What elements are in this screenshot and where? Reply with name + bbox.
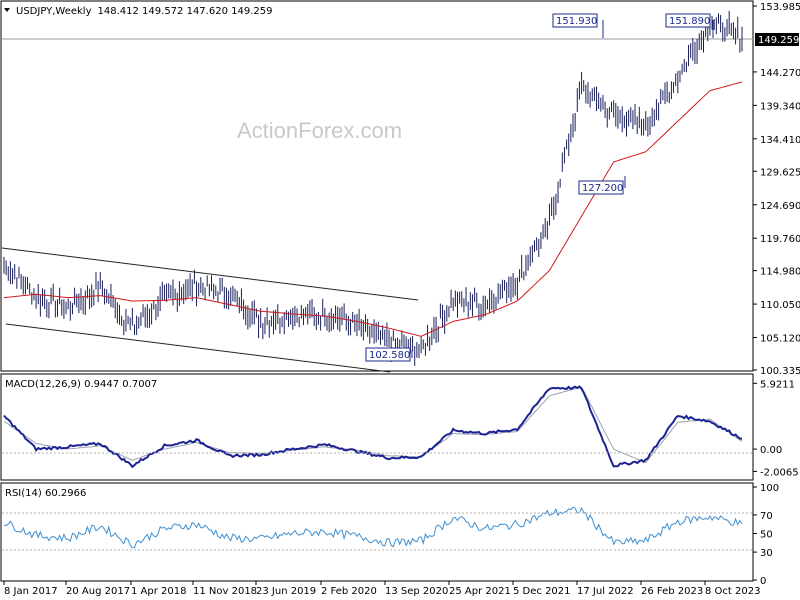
callout-102580: 102.580 bbox=[365, 347, 413, 362]
rsi-line bbox=[3, 506, 743, 549]
rsi-y-tick-label: 70 bbox=[760, 511, 773, 522]
chart-title: USDJPY,Weekly 148.412 149.572 147.620 149… bbox=[16, 6, 272, 17]
rsi-panel-frame bbox=[0, 482, 754, 582]
price-y-tick-label: 139.340 bbox=[760, 101, 800, 112]
x-tick-label: 2 Feb 2020 bbox=[321, 586, 377, 597]
macd-panel-frame bbox=[0, 373, 754, 481]
x-axis: 8 Jan 2017 20 Aug 2017 1 Apr 2018 11 Nov 20… bbox=[3, 581, 760, 597]
price-y-tick-label: 119.760 bbox=[760, 234, 800, 245]
ohlc-label: 148.412 149.572 147.620 149.259 bbox=[98, 6, 273, 17]
x-tick-label: 8 Oct 2023 bbox=[705, 586, 760, 597]
price-series bbox=[3, 10, 743, 366]
price-y-tick-label: 114.980 bbox=[760, 267, 800, 278]
rsi-y-tick-label: 50 bbox=[760, 530, 773, 541]
x-tick-label: 1 Apr 2018 bbox=[131, 586, 186, 597]
price-y-tick-label: 124.690 bbox=[760, 201, 800, 212]
callout-151930: 151.930 bbox=[552, 13, 604, 38]
x-tick-label: 17 Jul 2022 bbox=[577, 586, 634, 597]
callout-151890: 151.890 bbox=[665, 13, 714, 38]
price-y-axis: 100.335 105.120 110.050 114.980 119.760 124.6… bbox=[753, 2, 800, 377]
x-tick-label: 25 Apr 2021 bbox=[449, 586, 511, 597]
rsi-y-axis: 100 70 50 30 0 bbox=[753, 483, 779, 587]
rsi-y-tick-label: 0 bbox=[760, 576, 766, 587]
callout-102580-text: 102.580 bbox=[369, 350, 410, 361]
macd-y-tick-label: -2.0065 bbox=[760, 467, 799, 478]
last-price-tag-text: 149.259 bbox=[758, 35, 799, 46]
x-tick-label: 20 Aug 2017 bbox=[66, 586, 130, 597]
x-tick-label: 13 Sep 2020 bbox=[385, 586, 448, 597]
x-tick-label: 8 Jan 2017 bbox=[4, 586, 58, 597]
price-y-tick-label: 153.985 bbox=[760, 2, 800, 13]
last-price-tag: 149.259 bbox=[755, 33, 799, 46]
macd-y-tick-label: 5.9211 bbox=[760, 379, 795, 390]
callout-127200-text: 127.200 bbox=[582, 183, 623, 194]
x-tick-label: 11 Nov 2018 bbox=[193, 586, 257, 597]
macd-title: MACD(12,26,9) 0.9447 0.7007 bbox=[5, 379, 157, 390]
callout-127200: 127.200 bbox=[578, 176, 626, 195]
macd-signal-line bbox=[3, 386, 743, 464]
rsi-y-tick-label: 100 bbox=[760, 483, 779, 494]
price-y-tick-label: 100.335 bbox=[760, 366, 800, 377]
macd-y-axis: 5.9211 0.00 -2.0065 bbox=[753, 379, 799, 478]
price-panel-frame bbox=[0, 0, 754, 372]
channel-upper-line bbox=[1, 247, 419, 301]
macd-series bbox=[3, 385, 743, 469]
price-y-tick-label: 129.625 bbox=[760, 167, 800, 178]
price-y-tick-label: 105.120 bbox=[760, 334, 800, 345]
x-tick-label: 5 Dec 2021 bbox=[513, 586, 571, 597]
rsi-series bbox=[3, 506, 743, 549]
callout-151930-text: 151.930 bbox=[556, 16, 597, 27]
callout-151890-text: 151.890 bbox=[669, 16, 710, 27]
rsi-y-tick-label: 30 bbox=[760, 548, 773, 559]
x-tick-label: 23 Jun 2019 bbox=[256, 586, 316, 597]
moving-average-series bbox=[3, 81, 743, 337]
watermark: ActionForex.com bbox=[237, 118, 402, 143]
moving-average-line bbox=[3, 81, 743, 337]
symbol-label: USDJPY,Weekly bbox=[16, 6, 92, 17]
title-dropdown-icon[interactable] bbox=[4, 8, 10, 12]
channel-lower-line bbox=[5, 323, 391, 373]
price-y-tick-label: 110.050 bbox=[760, 300, 800, 311]
macd-line bbox=[3, 385, 742, 469]
price-y-tick-label: 134.410 bbox=[760, 135, 800, 146]
price-y-tick-label: 144.270 bbox=[760, 68, 800, 79]
macd-y-tick-label: 0.00 bbox=[760, 445, 782, 456]
x-tick-label: 26 Feb 2023 bbox=[641, 586, 703, 597]
rsi-title: RSI(14) 60.2966 bbox=[5, 488, 86, 499]
